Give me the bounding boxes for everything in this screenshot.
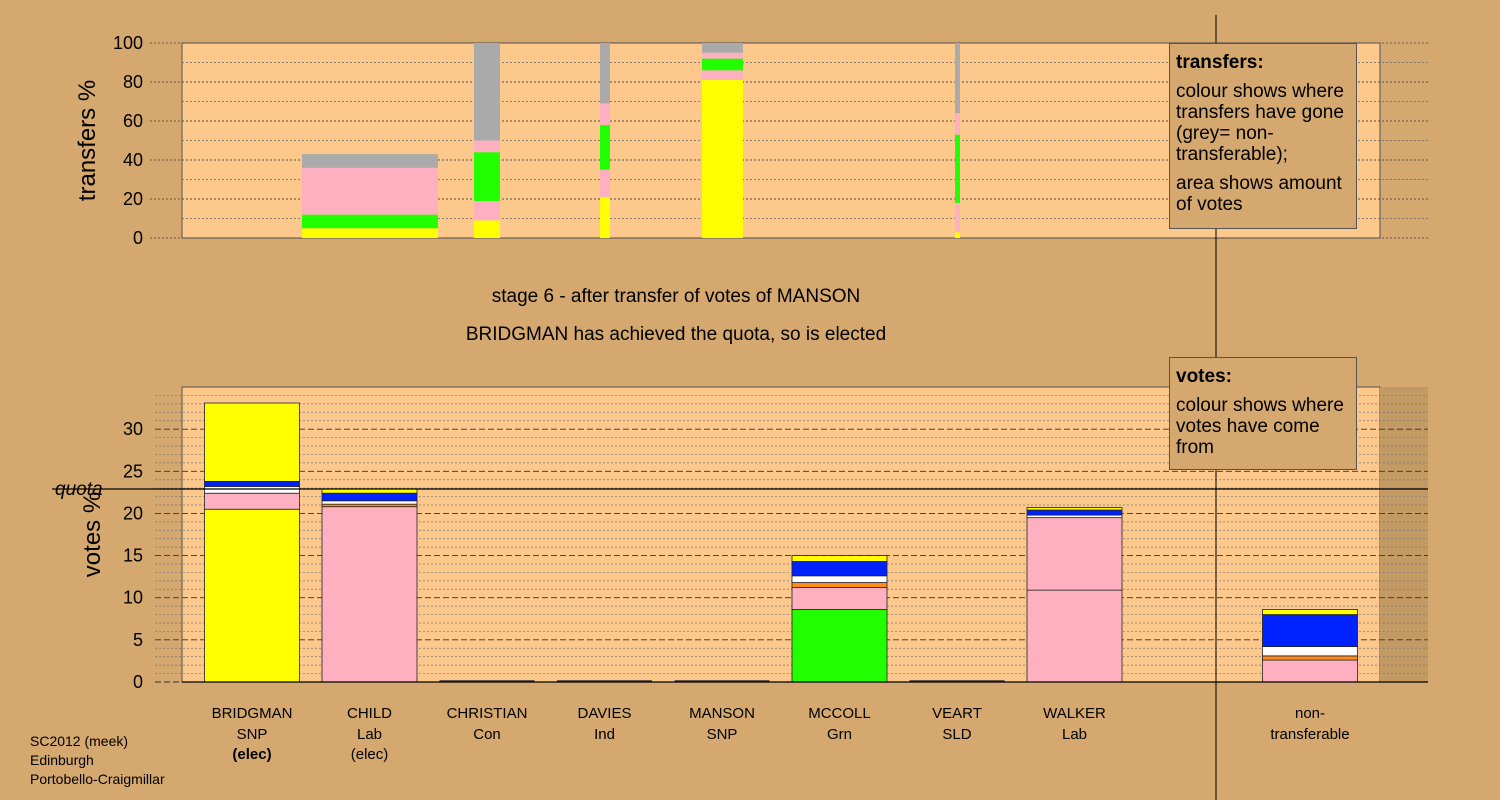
votes-tick-label: 15 [123,546,143,566]
votes-legend-title: votes: [1176,366,1232,387]
transfers-legend: transfers: colour shows where transfers … [1169,43,1357,229]
nontransferable-label-1: non- [1295,705,1325,722]
candidate-name: CHRISTIAN [447,705,528,722]
candidate-party: SNP [237,726,268,743]
candidate-name: WALKER [1043,705,1106,722]
transfers-legend-text-2: area shows amount of votes [1176,173,1342,215]
transfer-segment [955,202,960,233]
vote-segment [204,492,300,510]
transfers-axis-label: transfers % [74,80,101,201]
transfer-segment [302,214,438,229]
vote-segment [204,480,300,487]
candidate-party: Ind [594,726,615,743]
vote-segment [791,561,888,577]
vote-segment [204,486,300,494]
vote-segment [1026,507,1123,511]
transfer-segment [600,103,610,125]
candidate-party: SLD [942,726,971,743]
candidate-status: (elec) [232,746,271,763]
vote-segment [791,575,888,583]
vote-segment [321,506,418,683]
transfer-segment [474,220,500,238]
candidate-status: (elec) [351,746,389,763]
votes-tick-label: 30 [123,419,143,439]
transfers-tick-label: 40 [123,150,143,170]
transfers-tick-label: 60 [123,111,143,131]
candidate-name: DAVIES [578,705,632,722]
vote-segment [791,609,888,683]
nontransferable-label-2: transferable [1270,726,1349,743]
transfers-tick-label: 0 [133,228,143,248]
vote-segment [791,582,888,588]
quota-label: quota [55,479,103,500]
transfer-segment [474,152,500,201]
transfer-segment [955,134,960,203]
transfer-segment [302,154,438,168]
vote-segment [1262,646,1358,657]
votes-legend: votes: colour shows where votes have com… [1169,357,1357,470]
transfers-tick-label: 100 [113,33,143,53]
candidate-name: CHILD [347,705,392,722]
votes-tick-label: 5 [133,630,143,650]
transfers-tick-label: 20 [123,189,143,209]
vote-segment [321,492,418,502]
votes-plot-margin [1380,387,1428,682]
candidate-party: Con [473,726,501,743]
transfer-segment [955,43,960,114]
transfer-segment [702,70,743,81]
candidate-party: Grn [827,726,852,743]
candidate-party: Lab [357,726,382,743]
transfer-segment [600,124,610,170]
transfer-segment [702,43,743,53]
transfer-segment [702,58,743,71]
vote-segment [204,402,300,482]
source-info: SC2012 (meek) Edinburgh Portobello-Craig… [30,732,165,789]
transfer-segment [302,167,438,215]
transfer-segment [955,232,960,238]
transfer-segment [702,52,743,59]
status-caption: BRIDGMAN has achieved the quota, so is e… [465,324,887,345]
transfer-segment [600,43,610,104]
vote-segment [1262,614,1358,647]
votes-tick-label: 20 [123,503,143,523]
vote-segment [1026,509,1123,516]
transfer-segment [955,113,960,135]
source-line-3: Portobello-Craigmillar [30,771,165,787]
votes-tick-label: 25 [123,461,143,481]
vote-segment [1262,609,1358,615]
transfer-segment [474,43,500,141]
candidate-name: VEART [932,705,982,722]
transfers-legend-title: transfers: [1176,52,1264,73]
source-line-2: Edinburgh [30,752,94,768]
candidate-name: MCCOLL [808,705,871,722]
vote-segment [1026,589,1123,683]
transfer-segment [600,169,610,198]
vote-segment [1026,517,1123,591]
votes-tick-label: 0 [133,672,143,692]
transfer-segment [302,228,438,238]
candidate-name: BRIDGMAN [212,705,293,722]
vote-segment [791,587,888,610]
transfer-segment [600,197,610,238]
source-line-1: SC2012 (meek) [30,733,129,749]
transfer-segment [702,80,743,238]
transfer-segment [474,140,500,153]
vote-segment [204,508,300,683]
votes-tick-label: 10 [123,588,143,608]
vote-segment [1262,659,1358,683]
candidate-party: SNP [707,726,738,743]
candidate-party: Lab [1062,726,1087,743]
vote-segment [321,500,418,505]
transfer-segment [474,200,500,221]
votes-legend-text: colour shows where votes have come from [1176,395,1344,458]
transfers-tick-label: 80 [123,72,143,92]
votes-axis-label: votes % [79,492,106,577]
vote-segment [321,488,418,494]
candidate-name: MANSON [689,705,755,722]
vote-segment [1262,655,1358,661]
vote-segment [791,555,888,562]
stage-caption: stage 6 - after transfer of votes of MAN… [491,286,861,307]
transfers-legend-text-1: colour shows where transfers have gone (… [1176,81,1344,165]
